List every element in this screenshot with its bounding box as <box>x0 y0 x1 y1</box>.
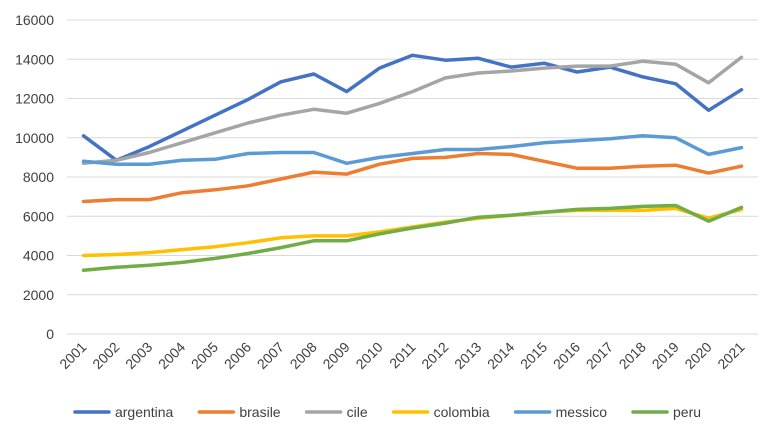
legend-item-cile: cile <box>304 404 368 420</box>
x-tick-label: 2016 <box>550 339 583 372</box>
x-tick-label: 2005 <box>188 339 221 372</box>
legend: argentina brasile cile colombia messico peru <box>73 404 701 420</box>
x-tick-label: 2014 <box>484 339 517 372</box>
x-tick-label: 2013 <box>451 339 484 372</box>
series-line-messico <box>81 134 744 166</box>
x-axis-tick-labels: 2001 2002 2003 2004 2005 2006 2007 2008 2009 2010… <box>56 339 748 372</box>
legend-item-brasile: brasile <box>197 404 281 420</box>
x-tick-label: 2003 <box>122 339 155 372</box>
legend-label: colombia <box>434 404 490 420</box>
legend-item-peru: peru <box>631 404 701 420</box>
y-tick-label: 2000 <box>23 287 54 303</box>
series-line-cile <box>81 55 744 166</box>
y-tick-label: 12000 <box>15 91 54 107</box>
x-tick-label: 2019 <box>649 339 682 372</box>
x-tick-label: 2006 <box>221 339 254 372</box>
series-lines <box>81 53 744 272</box>
y-tick-label: 10000 <box>15 130 54 146</box>
y-tick-label: 14000 <box>15 51 54 67</box>
x-tick-label: 2015 <box>517 339 550 372</box>
legend-label: peru <box>673 404 701 420</box>
x-tick-label: 2001 <box>56 339 89 372</box>
x-tick-label: 2021 <box>714 339 747 372</box>
x-tick-label: 2009 <box>319 339 352 372</box>
x-tick-label: 2007 <box>254 339 287 372</box>
x-tick-label: 2004 <box>155 339 188 372</box>
legend-label: brasile <box>239 404 280 420</box>
y-axis-tick-labels: 0 2000 4000 6000 8000 10000 12000 14000 16000 <box>15 12 54 342</box>
series-line-brasile <box>81 151 744 204</box>
legend-label: cile <box>347 404 368 420</box>
legend-item-colombia: colombia <box>391 404 490 420</box>
y-tick-label: 4000 <box>23 248 54 264</box>
x-tick-label: 2018 <box>616 339 649 372</box>
y-tick-label: 16000 <box>15 12 54 28</box>
x-tick-label: 2020 <box>681 339 714 372</box>
series-line-argentina <box>81 53 744 163</box>
x-tick-label: 2010 <box>352 339 385 372</box>
legend-item-argentina: argentina <box>73 404 174 420</box>
y-tick-label: 6000 <box>23 208 54 224</box>
y-tick-label: 0 <box>46 326 54 342</box>
legend-item-messico: messico <box>513 404 608 420</box>
y-tick-label: 8000 <box>23 169 54 185</box>
x-tick-label: 2008 <box>287 339 320 372</box>
series-line-peru <box>81 203 744 272</box>
legend-label: messico <box>556 404 608 420</box>
x-tick-label: 2011 <box>386 339 419 372</box>
gridlines <box>67 19 758 335</box>
x-tick-label: 2017 <box>583 339 616 372</box>
x-tick-label: 2002 <box>89 339 122 372</box>
legend-label: argentina <box>115 404 174 420</box>
x-tick-label: 2012 <box>418 339 451 372</box>
series-line-colombia <box>81 206 744 258</box>
